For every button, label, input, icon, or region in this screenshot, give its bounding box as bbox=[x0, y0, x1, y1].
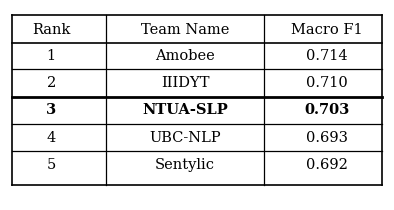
Text: Amobee: Amobee bbox=[155, 49, 215, 63]
Text: 3: 3 bbox=[46, 103, 56, 117]
Text: NTUA-SLP: NTUA-SLP bbox=[142, 103, 228, 117]
Text: 0.692: 0.692 bbox=[306, 158, 348, 172]
Text: 5: 5 bbox=[46, 158, 56, 172]
Text: 1: 1 bbox=[46, 49, 56, 63]
Text: 0.714: 0.714 bbox=[306, 49, 348, 63]
Text: 4: 4 bbox=[46, 131, 56, 144]
Text: 0.693: 0.693 bbox=[306, 131, 348, 144]
Text: Rank: Rank bbox=[32, 24, 71, 37]
Text: 0.703: 0.703 bbox=[305, 103, 349, 117]
Text: IIIDYT: IIIDYT bbox=[161, 76, 210, 90]
Text: UBC-NLP: UBC-NLP bbox=[149, 131, 221, 144]
Text: Macro F1: Macro F1 bbox=[291, 24, 363, 37]
Text: Sentylic: Sentylic bbox=[155, 158, 215, 172]
Text: 0.710: 0.710 bbox=[306, 76, 348, 90]
Text: Team Name: Team Name bbox=[141, 24, 229, 37]
Text: 2: 2 bbox=[46, 76, 56, 90]
